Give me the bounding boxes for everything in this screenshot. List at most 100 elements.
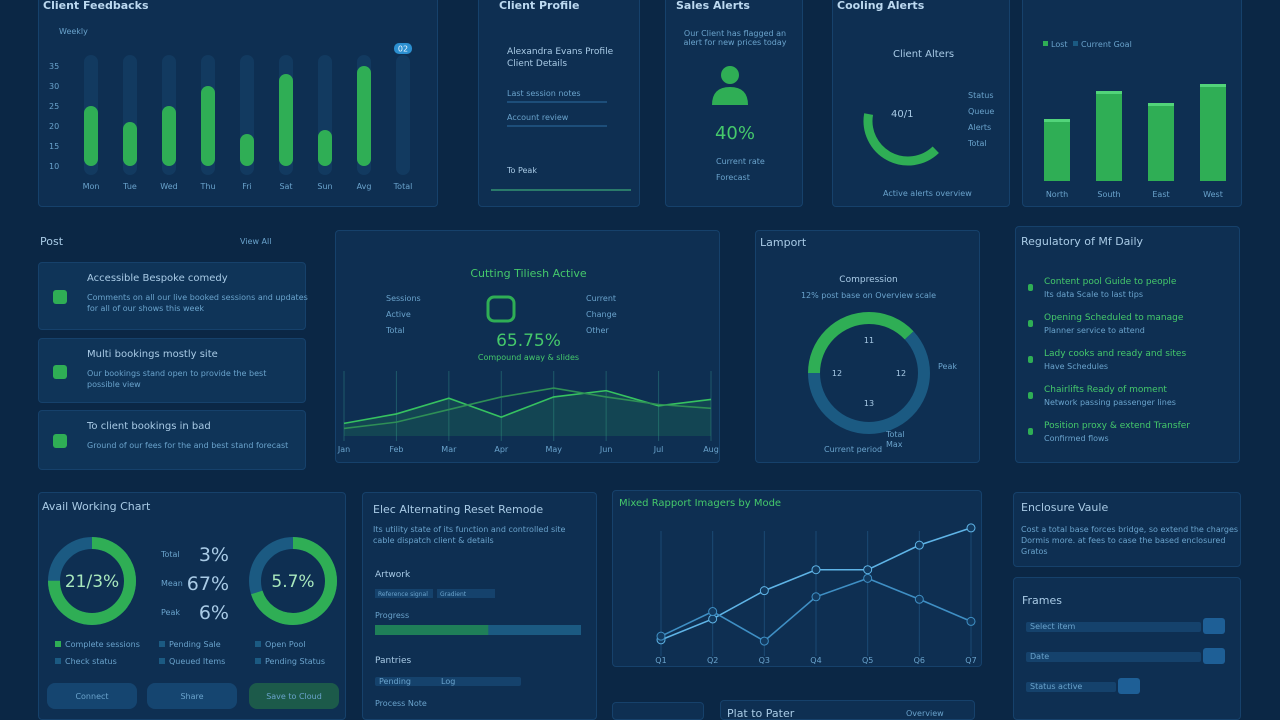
elec-panel: Elec Alternating Reset Remode Its utilit… [362, 492, 597, 720]
post-card[interactable]: To client bookings in bad Ground of our f… [38, 410, 306, 470]
enclosure-panel: Enclosure Vaule Cost a total base forces… [1013, 492, 1241, 567]
badge-label: 02 [398, 45, 408, 54]
legend-swatch [1043, 41, 1048, 46]
x-tick-label: South [1097, 190, 1120, 199]
link[interactable]: Overview [906, 709, 944, 718]
line-chart: Sessions Active Total Current Change Other Jan… [337, 294, 719, 454]
profile-panel: Client Profile Alexandra Evans Profile C… [478, 0, 640, 207]
point [708, 607, 718, 617]
bar [1148, 103, 1174, 181]
panel-title: Lamport [760, 236, 807, 249]
item-title: Chairlifts Ready of moment [1044, 385, 1167, 395]
x-tick-label: East [1152, 190, 1169, 199]
bar [279, 74, 293, 166]
post-card[interactable]: Accessible Bespoke comedy Comments on all… [38, 262, 308, 330]
input-button[interactable] [1203, 648, 1225, 664]
donut-label: 12 [832, 369, 842, 378]
gauge-item: Alerts [968, 123, 991, 132]
bar [84, 106, 98, 166]
x-tick-label: Q5 [862, 656, 873, 665]
x-tick-label: Q2 [707, 656, 718, 665]
panel-title: Cutting Tiliesh Active [470, 267, 587, 280]
field-label: Reference signal [378, 591, 428, 598]
point [914, 594, 924, 604]
button[interactable] [147, 683, 237, 709]
panel-title: Frames [1022, 594, 1063, 607]
card-text: Ground of our fees for the and best stan… [87, 441, 289, 450]
footer: Active alerts overview [883, 189, 972, 198]
donut-label: 5.7% [271, 572, 314, 592]
legend-swatch [55, 658, 61, 664]
point [966, 616, 976, 626]
field-label: Gradient [440, 591, 467, 598]
button[interactable] [249, 683, 339, 709]
x-tick-label: Aug [703, 445, 719, 454]
item-icon [1028, 428, 1033, 435]
text: Gratos [1021, 547, 1048, 556]
value: 65.75% [496, 331, 561, 351]
legend-label: Queued Items [169, 657, 225, 666]
button[interactable] [47, 683, 137, 709]
bar [318, 130, 332, 166]
item-icon [1028, 320, 1033, 327]
button-label: Share [180, 692, 203, 701]
x-tick-label: Q6 [914, 656, 925, 665]
legend: Current period [824, 445, 883, 454]
x-tick-label: May [545, 445, 562, 454]
donut-segment [808, 312, 930, 434]
link[interactable]: View All [240, 237, 272, 246]
detail-line: Last session notes [507, 89, 581, 98]
card-icon [53, 290, 67, 304]
gauge-arc [863, 113, 939, 166]
stat-label: Mean [161, 579, 183, 588]
icon [721, 66, 739, 84]
stat-value: 3% [199, 544, 229, 566]
panel-title: Elec Alternating Reset Remode [373, 503, 544, 516]
card-text: for all of our shows this week [87, 304, 205, 313]
y-tick-label: 20 [49, 122, 59, 131]
item-text: Network passing passenger lines [1044, 398, 1176, 407]
input [1026, 682, 1116, 692]
x-tick-label: Jan [337, 445, 350, 454]
line [343, 387, 712, 430]
bar-cap [1044, 119, 1070, 122]
gauge-title: Client Alters [893, 49, 955, 60]
sales-panel: Sales Alerts Our Client has flagged an a… [665, 0, 803, 207]
bar [1044, 119, 1070, 181]
field[interactable] [375, 677, 521, 686]
bar [1096, 91, 1122, 181]
legend-swatch [1073, 41, 1078, 46]
legend-label: Current Goal [1081, 40, 1132, 49]
icon [486, 295, 516, 323]
input-button[interactable] [1118, 678, 1140, 694]
legend-swatch [255, 641, 261, 647]
point [914, 540, 924, 550]
donut-label: 21/3% [65, 572, 119, 592]
donut-charts: 21/3% 5.7% Total 3% Mean 67% Peak 6% Complete se… [47, 537, 339, 709]
heading: Alexandra Evans Profile [507, 47, 614, 57]
button-label: Save to Cloud [266, 692, 322, 701]
input-button[interactable] [1203, 618, 1225, 634]
card-text: possible view [87, 380, 141, 389]
legend-item: Sessions [386, 294, 421, 303]
item-title: Position proxy & extend Transfer [1044, 421, 1190, 431]
panel-title: Enclosure Vaule [1021, 501, 1109, 514]
cooling-panel: Cooling Alerts Client Alters 40/1 Active… [832, 0, 1010, 207]
lamport-panel: Lamport Compression 12% post base on Ove… [755, 230, 980, 463]
heading: Compression [839, 275, 898, 285]
stat-label: Peak [161, 608, 180, 617]
bar [162, 106, 176, 166]
x-tick-label: North [1046, 190, 1068, 199]
gauge-item: Queue [968, 107, 994, 116]
donut-value [48, 537, 136, 625]
section-title: Pantries [375, 656, 412, 666]
legend: Weekly [59, 27, 88, 36]
x-tick-label: Feb [389, 445, 403, 454]
legend-item: Change [586, 310, 617, 319]
subheading: Client Details [507, 59, 568, 69]
point [863, 565, 873, 575]
gauge-item: Status [968, 91, 994, 100]
y-tick-label: 30 [49, 82, 59, 91]
post-card[interactable]: Multi bookings mostly site Our bookings s… [38, 338, 306, 403]
line-bar [507, 125, 607, 127]
